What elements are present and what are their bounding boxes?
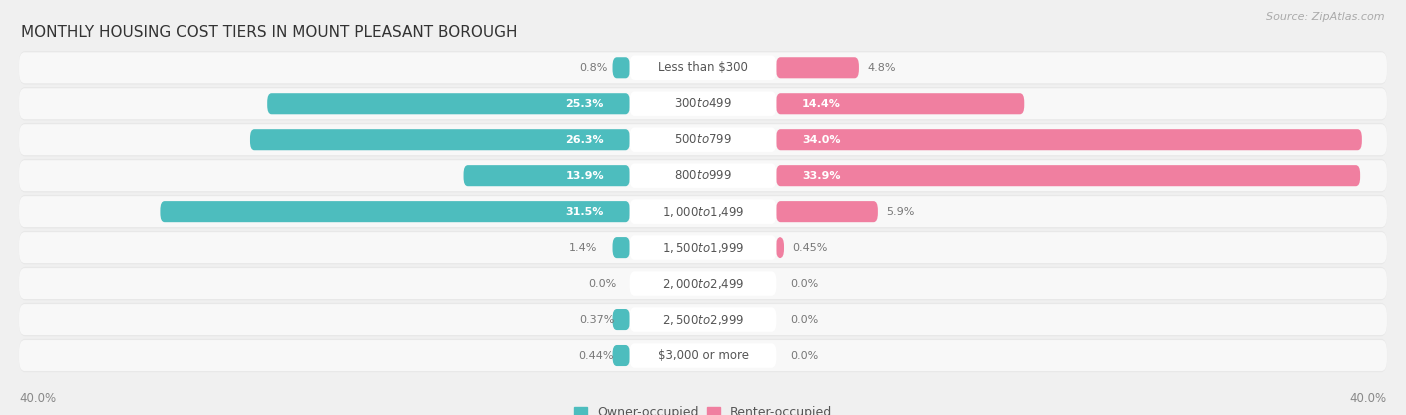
Text: 40.0%: 40.0% [20,392,56,405]
Text: 4.8%: 4.8% [868,63,896,73]
FancyBboxPatch shape [630,308,776,332]
Text: Less than $300: Less than $300 [658,61,748,74]
Text: $3,000 or more: $3,000 or more [658,349,748,362]
FancyBboxPatch shape [20,160,1386,191]
Text: $1,500 to $1,999: $1,500 to $1,999 [662,241,744,255]
Text: $800 to $999: $800 to $999 [673,169,733,182]
FancyBboxPatch shape [613,237,630,258]
FancyBboxPatch shape [20,268,1386,299]
Text: 26.3%: 26.3% [565,135,605,145]
FancyBboxPatch shape [630,56,776,80]
FancyBboxPatch shape [630,235,776,260]
FancyBboxPatch shape [630,200,776,224]
Text: Source: ZipAtlas.com: Source: ZipAtlas.com [1267,12,1385,22]
Text: 1.4%: 1.4% [568,243,598,253]
FancyBboxPatch shape [18,267,1388,300]
FancyBboxPatch shape [18,123,1388,156]
Text: 13.9%: 13.9% [565,171,605,181]
FancyBboxPatch shape [18,159,1388,193]
FancyBboxPatch shape [20,304,1386,335]
FancyBboxPatch shape [20,124,1386,155]
FancyBboxPatch shape [18,195,1388,228]
Text: 0.45%: 0.45% [793,243,828,253]
Text: $300 to $499: $300 to $499 [673,97,733,110]
Text: 0.44%: 0.44% [578,351,613,361]
Text: 5.9%: 5.9% [886,207,915,217]
FancyBboxPatch shape [776,237,785,258]
FancyBboxPatch shape [630,164,776,188]
FancyBboxPatch shape [613,309,630,330]
FancyBboxPatch shape [18,339,1388,372]
FancyBboxPatch shape [20,196,1386,227]
FancyBboxPatch shape [776,93,1024,114]
FancyBboxPatch shape [18,51,1388,85]
Text: 33.9%: 33.9% [801,171,841,181]
Text: 0.0%: 0.0% [790,278,818,288]
FancyBboxPatch shape [20,52,1386,83]
Text: $1,000 to $1,499: $1,000 to $1,499 [662,205,744,219]
FancyBboxPatch shape [630,92,776,116]
FancyBboxPatch shape [20,88,1386,119]
FancyBboxPatch shape [630,271,776,296]
FancyBboxPatch shape [776,57,859,78]
FancyBboxPatch shape [20,340,1386,371]
FancyBboxPatch shape [776,165,1360,186]
Text: 31.5%: 31.5% [565,207,605,217]
Text: 40.0%: 40.0% [1350,392,1386,405]
Text: 14.4%: 14.4% [801,99,841,109]
FancyBboxPatch shape [464,165,630,186]
FancyBboxPatch shape [18,87,1388,120]
FancyBboxPatch shape [776,201,877,222]
Text: 0.37%: 0.37% [579,315,614,325]
FancyBboxPatch shape [267,93,630,114]
Text: MONTHLY HOUSING COST TIERS IN MOUNT PLEASANT BOROUGH: MONTHLY HOUSING COST TIERS IN MOUNT PLEA… [21,25,517,40]
FancyBboxPatch shape [160,201,630,222]
Legend: Owner-occupied, Renter-occupied: Owner-occupied, Renter-occupied [574,406,832,415]
Text: 25.3%: 25.3% [565,99,605,109]
FancyBboxPatch shape [18,231,1388,264]
FancyBboxPatch shape [776,129,1362,150]
FancyBboxPatch shape [18,303,1388,336]
Text: 0.0%: 0.0% [790,351,818,361]
Text: 34.0%: 34.0% [801,135,841,145]
Text: $500 to $799: $500 to $799 [673,133,733,146]
FancyBboxPatch shape [20,232,1386,263]
FancyBboxPatch shape [613,345,630,366]
Text: 0.0%: 0.0% [790,315,818,325]
Text: 0.0%: 0.0% [588,278,616,288]
FancyBboxPatch shape [250,129,630,150]
FancyBboxPatch shape [630,343,776,368]
Text: $2,000 to $2,499: $2,000 to $2,499 [662,276,744,290]
FancyBboxPatch shape [630,127,776,152]
Text: 0.8%: 0.8% [579,63,607,73]
FancyBboxPatch shape [613,57,630,78]
Text: $2,500 to $2,999: $2,500 to $2,999 [662,312,744,327]
